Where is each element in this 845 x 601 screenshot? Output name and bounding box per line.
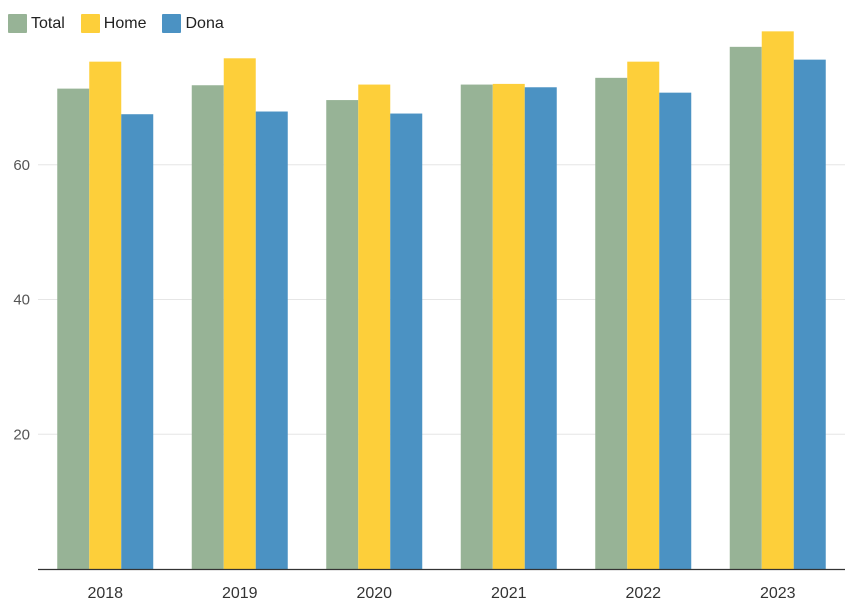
x-tick-label-2021: 2021 (491, 585, 527, 601)
bar-total-2023 (729, 46, 762, 569)
bar-home-2021 (492, 83, 525, 570)
bar-home-2023 (761, 31, 794, 570)
bar-home-2020 (358, 84, 391, 569)
bar-home-2019 (223, 58, 256, 570)
x-tick-label-2022: 2022 (625, 585, 661, 601)
bar-dona-2023 (793, 59, 826, 570)
bar-home-2022 (627, 61, 660, 569)
legend-label-total: Total (31, 14, 65, 32)
legend-item-dona[interactable]: Dona (162, 13, 224, 33)
bar-total-2021 (460, 84, 493, 569)
bar-total-2022 (595, 77, 628, 570)
bar-total-2018 (57, 88, 90, 570)
bar-dona-2021 (524, 87, 557, 570)
legend-label-home: Home (103, 14, 147, 32)
x-tick-label-2018: 2018 (87, 585, 123, 601)
x-tick-label-2023: 2023 (760, 585, 796, 601)
legend-item-total[interactable]: Total (8, 13, 65, 33)
bar-dona-2022 (659, 92, 692, 569)
bar-total-2020 (326, 100, 359, 569)
legend-swatch-home (80, 13, 100, 33)
legend-swatch-dona (162, 13, 182, 33)
y-tick-label-40: 40 (13, 292, 30, 309)
bar-dona-2020 (390, 113, 423, 570)
legend-swatch-total (8, 13, 27, 33)
y-tick-label-20: 20 (13, 426, 30, 443)
x-tick-label-2020: 2020 (356, 585, 392, 601)
bar-dona-2018 (121, 114, 154, 569)
bar-dona-2019 (255, 111, 288, 570)
bar-total-2019 (191, 85, 224, 569)
legend-item-home[interactable]: Home (80, 13, 147, 33)
y-tick-label-60: 60 (13, 157, 30, 174)
chart-legend: Total Home Dona (8, 12, 240, 34)
x-tick-label-2019: 2019 (222, 585, 258, 601)
legend-label-dona: Dona (185, 14, 224, 32)
bar-home-2018 (89, 61, 122, 569)
